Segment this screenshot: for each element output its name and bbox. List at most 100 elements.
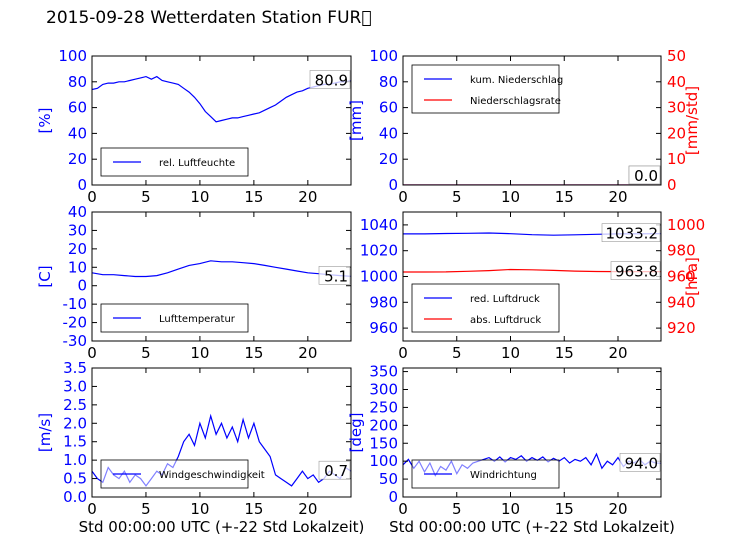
legend-label: Niederschlagsrate: [470, 96, 561, 107]
x-tick-label: 20: [608, 500, 627, 518]
y-tick-label: 1.5: [63, 433, 87, 451]
x-axis-label: Std 00:00:00 UTC (+-22 Std Lokalzeit): [389, 518, 675, 536]
last-value-label-2: 963.8: [615, 263, 658, 281]
y2-tick-label: 1000: [667, 216, 705, 234]
x-tick-label: 5: [141, 500, 151, 518]
x-tick-label: 0: [398, 500, 408, 518]
y-tick-label: 20: [68, 150, 87, 168]
y-tick-label: 1.0: [63, 451, 87, 469]
y-tick-label: 60: [68, 99, 87, 117]
y2-axis-label: [hPa]: [683, 257, 701, 296]
y-tick-label: 1040: [360, 216, 398, 234]
last-value-label-box: [318, 460, 351, 480]
y-tick-label: 0.5: [63, 470, 87, 488]
y-tick-label: 30: [68, 221, 87, 239]
y-tick-label: 250: [369, 398, 398, 416]
x-tick-label: 5: [141, 188, 151, 206]
x-tick-label: 0: [87, 500, 97, 518]
plot-frame: [402, 367, 662, 498]
subplot-row1-left: 0 5 10 15 20 0 20 40 60 80 100 [%] 80.9 rel. Luftfeuc…: [36, 47, 352, 206]
y-tick-label: 300: [369, 381, 398, 399]
y-tick-label: 40: [68, 124, 87, 142]
y2-tick-label: 30: [667, 99, 686, 117]
y2-tick-label: 940: [667, 293, 696, 311]
y-tick-label: 0: [388, 488, 398, 506]
last-value-label-box: [601, 223, 661, 242]
x-tick-label: 5: [452, 188, 462, 206]
y-tick-label: 40: [379, 124, 398, 142]
y-tick-label: 20: [379, 150, 398, 168]
x-tick-label: 5: [452, 344, 462, 362]
y-tick-label: 80: [68, 73, 87, 91]
y-tick-label: 10: [68, 258, 87, 276]
x-tick-label: 0: [398, 344, 408, 362]
y-tick-label: 1020: [360, 242, 398, 260]
x-tick-label: 15: [244, 500, 263, 518]
x-axis-label: Std 00:00:00 UTC (+-22 Std Lokalzeit): [79, 518, 365, 536]
x-tick-label: 5: [141, 344, 151, 362]
y-tick-label: 100: [369, 47, 398, 65]
x-tick-label: 10: [501, 188, 520, 206]
last-value-label-box: [309, 70, 351, 89]
x-tick-label: 15: [555, 188, 574, 206]
y2-tick-label: 960: [667, 268, 696, 286]
last-value-label-box: [318, 266, 351, 285]
x-tick-label: 10: [501, 344, 520, 362]
last-value-label-2-box: [610, 261, 661, 280]
y-tick-label: 3.0: [63, 377, 87, 395]
legend-box: [411, 283, 560, 333]
series-line-0: [92, 260, 351, 278]
y-tick-label: 2.5: [63, 396, 87, 414]
y-tick-label: 100: [369, 452, 398, 470]
y-axis-label: [%]: [36, 108, 54, 134]
y2-tick-label: 50: [667, 47, 686, 65]
y2-axis-label: [mm/std]: [683, 86, 701, 155]
x-tick-label: 10: [190, 500, 209, 518]
x-tick-label: 15: [244, 344, 263, 362]
plot-frame: [91, 55, 352, 186]
y-tick-label: 2.0: [63, 414, 87, 432]
last-value-label-2-box: [628, 165, 661, 185]
subplot-row3-left: 0 5 10 15 20 0.00.51.01.52.02.53.03.5 [m/s] Std…: [36, 359, 364, 536]
last-value-label: 80.9: [315, 72, 348, 90]
figure-title: 2015-09-28 Wetterdaten Station FUR : [46, 8, 372, 28]
y-tick-label: -20: [63, 314, 88, 332]
x-tick-label: 0: [87, 344, 97, 362]
legend-label: Lufttemperatur: [159, 314, 236, 325]
x-tick-label: 15: [244, 188, 263, 206]
y-axis-label: [m/s]: [36, 413, 54, 452]
y-axis-label: [C]: [36, 265, 54, 287]
plot-frame: [91, 367, 352, 498]
x-tick-label: 10: [190, 344, 209, 362]
y2-tick-label: 980: [667, 242, 696, 260]
x-tick-label: 0: [398, 188, 408, 206]
y2-tick-label: 10: [667, 150, 686, 168]
y-axis-label: [deg]: [347, 413, 365, 453]
last-value-label: 0.7: [324, 462, 348, 480]
y-tick-label: 1000: [360, 268, 398, 286]
y-tick-label: 100: [58, 47, 87, 65]
y-tick-label: 40: [68, 203, 87, 221]
y-tick-label: 200: [369, 416, 398, 434]
y-tick-label: 980: [369, 293, 398, 311]
y-tick-label: 150: [369, 434, 398, 452]
x-tick-label: 20: [298, 188, 317, 206]
y2-tick-label: 40: [667, 73, 686, 91]
plot-frame: [91, 211, 352, 342]
y-tick-label: -30: [63, 332, 88, 350]
y-axis-label: [mm]: [347, 100, 365, 141]
legend-label: red. Luftdruck: [470, 294, 540, 305]
last-value-label-2: 0.0: [634, 167, 658, 185]
y-tick-label: 80: [379, 73, 398, 91]
y-tick-label: 3.5: [63, 359, 87, 377]
y-tick-label: 0: [388, 176, 398, 194]
y-tick-label: 350: [369, 363, 398, 381]
x-tick-label: 10: [190, 188, 209, 206]
subplot-row1-right: 0 5 10 15 20 0 20 40 60 80 100 0 10 20 30 40 50 [mm/std] […: [347, 47, 701, 206]
legend-box: [411, 64, 560, 114]
y-tick-label: 50: [379, 470, 398, 488]
